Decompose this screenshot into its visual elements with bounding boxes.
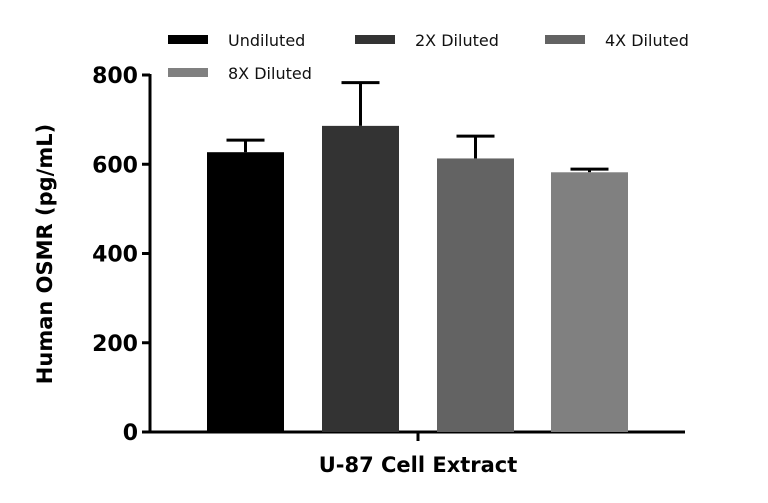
legend-label: Undiluted bbox=[228, 31, 305, 50]
y-tick-label: 600 bbox=[92, 153, 138, 178]
y-axis-label: Human OSMR (pg/mL) bbox=[33, 124, 57, 384]
legend-swatch bbox=[355, 35, 395, 44]
legend-swatch bbox=[168, 35, 208, 44]
bar-2x-diluted bbox=[322, 125, 399, 432]
y-tick-label: 800 bbox=[92, 64, 138, 89]
legend-swatch bbox=[168, 68, 208, 77]
bar-undiluted bbox=[207, 152, 284, 433]
bar-8x-diluted bbox=[551, 172, 628, 432]
y-tick-label: 0 bbox=[123, 421, 138, 446]
legend-label: 8X Diluted bbox=[228, 64, 312, 83]
x-axis-label: U-87 Cell Extract bbox=[319, 453, 518, 477]
y-tick-label: 400 bbox=[92, 243, 138, 268]
legend-label: 2X Diluted bbox=[415, 31, 499, 50]
bar-4x-diluted bbox=[437, 158, 514, 433]
legend: Undiluted 2X Diluted 4X Diluted 8X Diluted bbox=[168, 31, 689, 83]
legend-label: 4X Diluted bbox=[605, 31, 689, 50]
legend-swatch bbox=[545, 35, 585, 44]
y-tick-label: 200 bbox=[92, 332, 138, 357]
bars bbox=[207, 81, 628, 433]
